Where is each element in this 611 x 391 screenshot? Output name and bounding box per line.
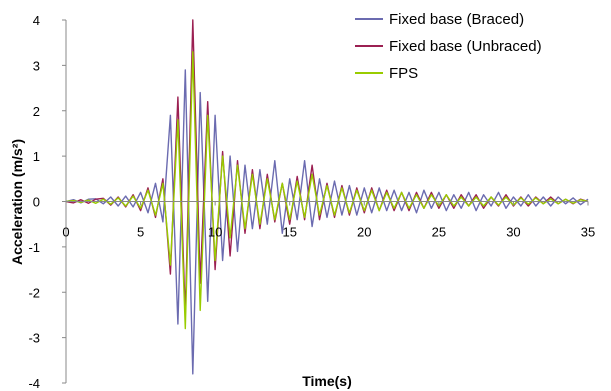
x-tick-label: 35 <box>581 225 595 240</box>
x-tick-label: 25 <box>432 225 446 240</box>
x-axis-title: Time(s) <box>302 373 352 389</box>
series-line-2 <box>65 19 589 316</box>
x-tick-label: 0 <box>62 225 69 240</box>
y-tick-label: -4 <box>28 376 40 391</box>
series-layer <box>65 19 589 375</box>
series-line-3 <box>65 51 589 330</box>
x-tick-label: 30 <box>506 225 520 240</box>
y-tick-label: 4 <box>33 13 40 28</box>
y-tick-label: -3 <box>28 331 40 346</box>
y-tick-label: 3 <box>33 58 40 73</box>
y-axis-title: Acceleration (m/s²) <box>9 139 25 265</box>
legend-label-1: Fixed base (Braced) <box>389 11 524 28</box>
y-tick-label: -2 <box>28 285 40 300</box>
x-tick-label: 15 <box>282 225 296 240</box>
legend-label-2: Fixed base (Unbraced) <box>389 38 542 55</box>
y-tick-label: -1 <box>28 240 40 255</box>
legend: Fixed base (Braced) Fixed base (Unbraced)… <box>355 11 542 82</box>
x-tick-label: 20 <box>357 225 371 240</box>
x-tick-label: 5 <box>137 225 144 240</box>
y-tick-label: 0 <box>33 195 40 210</box>
y-tick-label: 1 <box>33 149 40 164</box>
series-line-1 <box>65 69 589 375</box>
y-tick-label: 2 <box>33 104 40 119</box>
x-tick-label: 10 <box>208 225 222 240</box>
legend-label-3: FPS <box>389 65 418 82</box>
